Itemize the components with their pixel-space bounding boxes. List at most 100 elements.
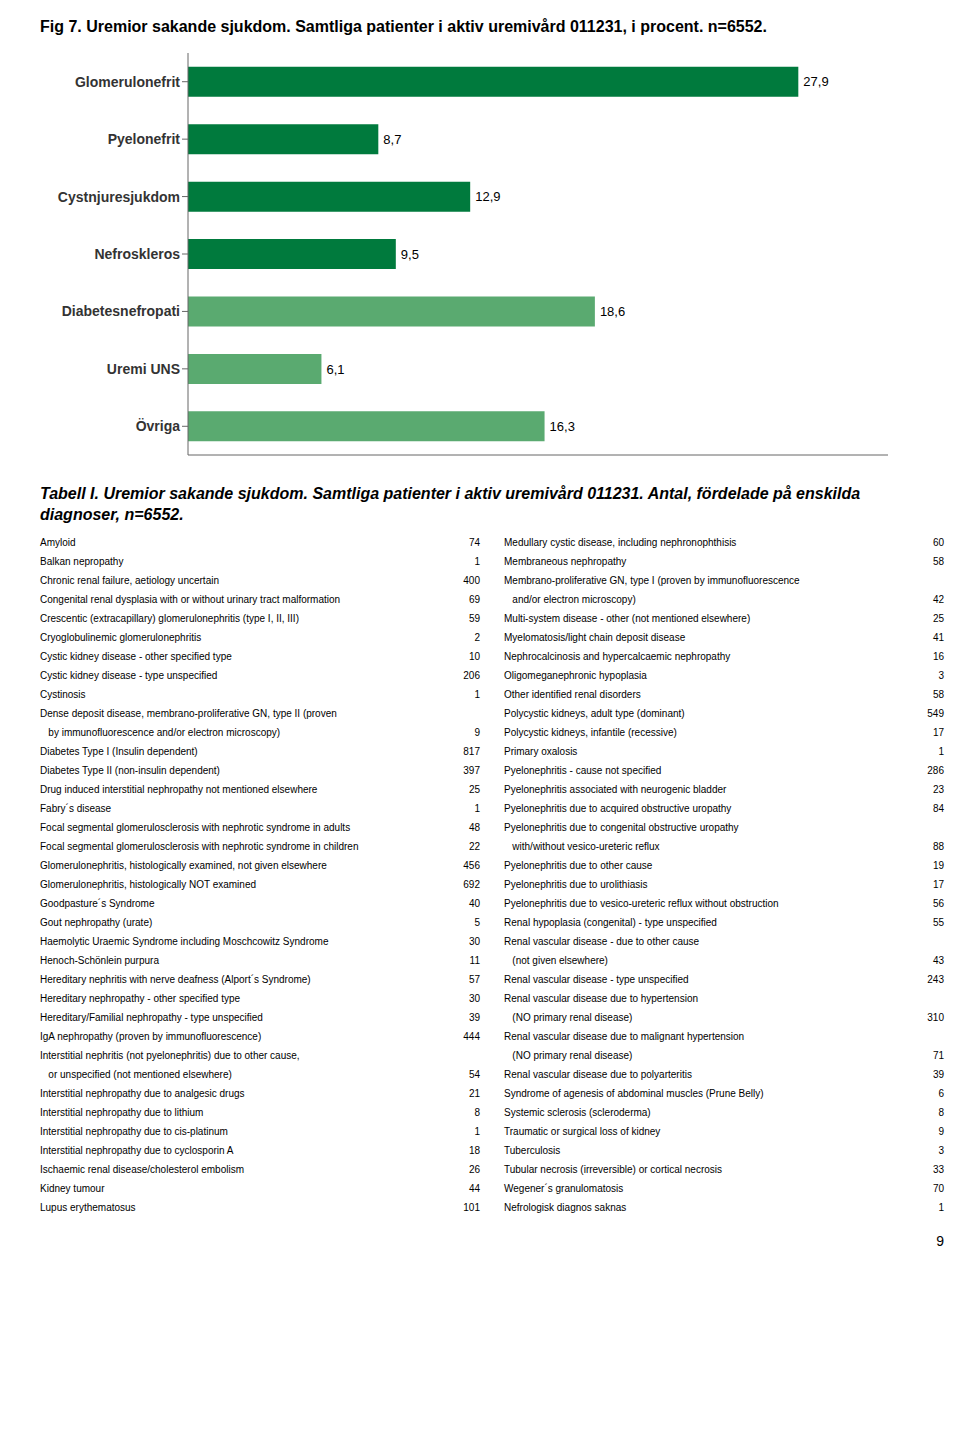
html-text:30: 30 [468,936,480,947]
html-text:Fabry´s disease: Fabry´s disease [40,803,112,814]
svg-text:Övriga: Övriga [136,418,181,434]
svg-text:Uremi UNS: Uremi UNS [107,361,180,377]
html-text:Interstitial nephropathy due t: Interstitial nephropathy due to cis-plat… [40,1126,228,1137]
svg-text:Pyelonefrit: Pyelonefrit [108,131,181,147]
svg-text:8,7: 8,7 [383,132,401,147]
html-text:16: 16 [932,651,944,662]
svg-text:Cystnjuresjukdom: Cystnjuresjukdom [58,189,180,205]
html-text:Dense deposit disease, membran: Dense deposit disease, membrano-prolifer… [40,708,337,719]
html-text:74: 74 [468,537,480,548]
html-text:by immunofluorescence and/or e: by immunofluorescence and/or electron mi… [40,727,281,738]
html-text:Nephrocalcinosis and hypercalc: Nephrocalcinosis and hypercalcaemic neph… [504,651,731,662]
html-text:Goodpasture´s Syndrome: Goodpasture´s Syndrome [40,898,155,909]
html-text:58: 58 [932,689,944,700]
html-text:Interstitial nephritis (not py: Interstitial nephritis (not pyelonephrit… [40,1050,300,1061]
html-text:69: 69 [468,594,480,605]
html-text:444: 444 [463,1031,480,1042]
svg-text:18,6: 18,6 [600,304,625,319]
html-text:Pyelonephritis - cause not spe: Pyelonephritis - cause not specified [504,765,662,776]
html-text:Glomerulonephritis, histologic: Glomerulonephritis, histologically NOT e… [40,879,256,890]
html-text:Focal segmental glomeruloscler: Focal segmental glomerulosclerosis with … [40,822,351,833]
html-text:Chronic renal failure, aetiolo: Chronic renal failure, aetiology uncerta… [40,575,219,586]
html-text:Glomerulonephritis, histologic: Glomerulonephritis, histologically exami… [40,860,327,871]
html-text:Diabetes Type II (non-insulin: Diabetes Type II (non-insulin dependent) [40,765,220,776]
html-text:IgA nephropathy (proven by imm: IgA nephropathy (proven by immunofluores… [40,1031,262,1042]
html-text:25: 25 [468,784,480,795]
html-text:54: 54 [468,1069,480,1080]
html-text:Hereditary nephritis with nerv: Hereditary nephritis with nerve deafness… [40,974,311,985]
html-text:Congenital renal dysplasia wit: Congenital renal dysplasia with or witho… [40,594,341,605]
svg-text:Nefroskleros: Nefroskleros [94,246,180,262]
html-text:Cystic kidney disease - other: Cystic kidney disease - other specified … [40,651,232,662]
html-text:22: 22 [468,841,480,852]
html-text:692: 692 [463,879,480,890]
html-text:Interstitial nephropathy due t: Interstitial nephropathy due to analgesi… [40,1088,245,1099]
svg-text:16,3: 16,3 [550,419,575,434]
html-text:21: 21 [468,1088,480,1099]
html-text:Focal segmental glomeruloscler: Focal segmental glomerulosclerosis with … [40,841,359,852]
html-text:Tabell I. Uremior sakande sjuk: Tabell I. Uremior sakande sjukdom. Samtl… [40,485,861,523]
html-text:18: 18 [468,1145,480,1156]
html-text:Membrano-proliferative GN, typ: Membrano-proliferative GN, type I (prove… [504,575,800,586]
svg-text:9,5: 9,5 [401,247,419,262]
svg-text:27,9: 27,9 [803,74,828,89]
html-text:and/or electron microscopy): and/or electron microscopy) [504,594,636,605]
html-text:Crescentic (extracapillary) gl: Crescentic (extracapillary) glomerulonep… [40,613,299,624]
html-text:Oligomeganephronic hypoplasia: Oligomeganephronic hypoplasia [504,670,647,681]
html-text:10: 10 [468,651,480,662]
html-text:48: 48 [468,822,480,833]
html-text:Cystic kidney disease - type u: Cystic kidney disease - type unspecified [40,670,218,681]
html-text:60: 60 [932,537,944,548]
html-text:456: 456 [463,860,480,871]
html-text:26: 26 [468,1164,480,1175]
html-text:or unspecified (not mentioned: or unspecified (not mentioned elsewhere) [40,1069,232,1080]
html-text:Medullary cystic disease, incl: Medullary cystic disease, including neph… [504,537,737,548]
html-text:Amyloid: Amyloid [40,537,76,548]
html-text:Interstitial nephropathy due t: Interstitial nephropathy due to cyclospo… [40,1145,234,1156]
html-text:Drug induced interstitial neph: Drug induced interstitial nephropathy no… [40,784,318,795]
html-text:Lupus erythematosus: Lupus erythematosus [40,1202,136,1213]
svg-text:12,9: 12,9 [475,189,500,204]
html-text:Interstitial nephropathy due t: Interstitial nephropathy due to lithium [40,1107,204,1118]
html-text:397: 397 [463,765,480,776]
html-text:41: 41 [932,632,944,643]
html-text:25: 25 [932,613,944,624]
html-text:Gout nephropathy (urate): Gout nephropathy (urate) [40,917,153,928]
html-text:30: 30 [468,993,480,1004]
html-text:Myelomatosis/light chain depos: Myelomatosis/light chain deposit disease [504,632,686,643]
html-text:Haemolytic Uraemic Syndrome in: Haemolytic Uraemic Syndrome including Mo… [40,936,329,947]
html-text:Kidney tumour: Kidney tumour [40,1183,105,1194]
html-text:Cryoglobulinemic glomeruloneph: Cryoglobulinemic glomerulonephritis [40,632,202,643]
html-text:40: 40 [468,898,480,909]
html-text:Fig 7. Uremior sakande sjukdom: Fig 7. Uremior sakande sjukdom. Samtliga… [40,18,767,35]
html-text:17: 17 [932,727,944,738]
html-text:Diabetes Type I (Insulin depen: Diabetes Type I (Insulin dependent) [40,746,198,757]
html-text:Ischaemic renal disease/choles: Ischaemic renal disease/cholesterol embo… [40,1164,244,1175]
html-text:39: 39 [468,1012,480,1023]
svg-text:Glomerulonefrit: Glomerulonefrit [75,74,180,90]
html-text:Cystinosis: Cystinosis [40,689,86,700]
html-text:58: 58 [932,556,944,567]
html-text:42: 42 [932,594,944,605]
html-text:59: 59 [468,613,480,624]
html-text:Hereditary/Familial nephropath: Hereditary/Familial nephropathy - type u… [40,1012,263,1023]
svg-text:Diabetesnefropati: Diabetesnefropati [62,303,180,319]
html-text:Multi-system disease - other (: Multi-system disease - other (not mentio… [504,613,751,624]
html-text:Membraneous nephropathy: Membraneous nephropathy [504,556,627,567]
html-text:Other identified renal disorde: Other identified renal disorders [504,689,641,700]
html-text:206: 206 [463,670,480,681]
html-text:400: 400 [463,575,480,586]
html-text:11: 11 [469,955,480,966]
html-text:Hereditary nephropathy - other: Hereditary nephropathy - other specified… [40,993,241,1004]
svg-text:6,1: 6,1 [326,362,344,377]
html-text:Primary oxalosis: Primary oxalosis [504,746,578,757]
html-text:57: 57 [468,974,480,985]
html-text:44: 44 [468,1183,480,1194]
html-text:Balkan nepropathy: Balkan nepropathy [40,556,124,567]
html-text:Polycystic kidneys, infantile: Polycystic kidneys, infantile (recessive… [504,727,677,738]
html-text:549: 549 [927,708,944,719]
html-text:Polycystic kidneys, adult type: Polycystic kidneys, adult type (dominant… [504,708,685,719]
html-text:817: 817 [463,746,480,757]
html-text:Henoch-Schönlein purpura: Henoch-Schönlein purpura [40,955,159,966]
html-text:101: 101 [463,1202,480,1213]
